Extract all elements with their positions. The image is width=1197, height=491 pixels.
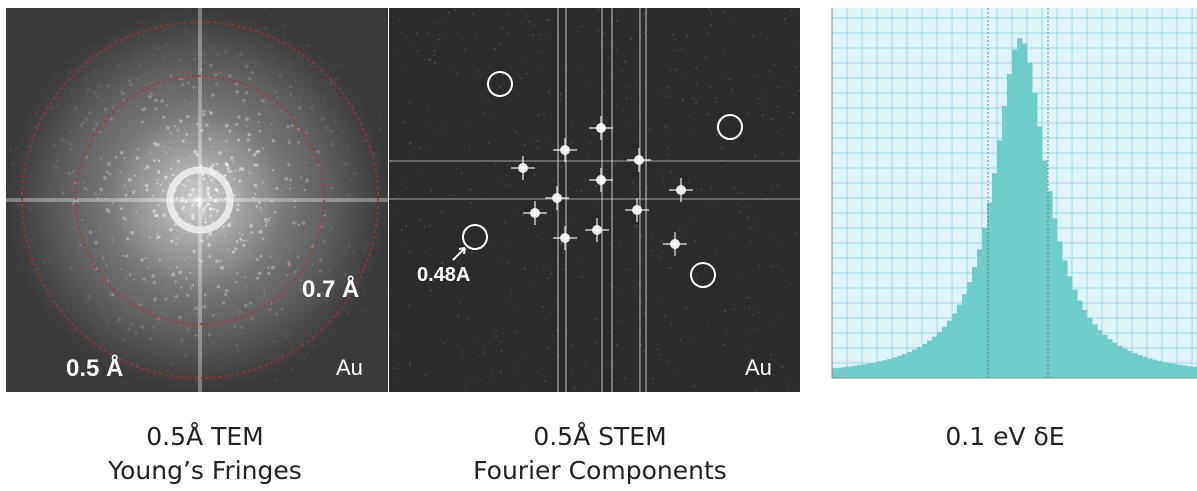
ring-label-outer: 0.5 Å [66,355,124,382]
diffraction-spots [511,116,693,256]
ring-label-inner: 0.7 Å [302,276,360,303]
element-label: Au [745,355,772,380]
horizontal-streak [6,198,388,202]
horizontal-streak [389,160,800,162]
caption-stem: 0.5Å STEM Fourier Components [440,420,760,488]
histogram-graphic [831,8,1197,379]
element-label: Au [336,355,363,380]
caption-tem-line2: Young’s Fringes [108,456,302,485]
caption-eels-line1: 0.1 eV δE [945,422,1065,451]
central-ring [166,166,234,234]
histogram-bars [832,38,1197,379]
noise-texture [389,8,800,392]
caption-tem: 0.5Å TEM Young’s Fringes [60,420,350,488]
stem-fft-graphic [389,8,800,392]
caption-stem-line1: 0.5Å STEM [533,422,667,451]
marker-circles [462,71,743,288]
caption-tem-line1: 0.5Å TEM [146,422,264,451]
horizontal-streak [389,198,800,200]
vertical-streak [198,8,202,392]
caption-eels: 0.1 eV δE [880,420,1130,454]
arrow-icon [452,247,466,261]
caption-stem-line2: Fourier Components [473,456,727,485]
tem-diffractogram-image: 0.5 Å 0.7 Å Au [6,8,388,392]
energy-spread-histogram [808,8,1197,392]
tem-diffractogram-graphic [6,8,388,392]
spot-label: 0.48A [417,264,471,286]
ring-0-7A [75,75,325,325]
ring-0-5A [21,21,379,379]
stem-fft-image: 0.48A Au [389,8,800,392]
